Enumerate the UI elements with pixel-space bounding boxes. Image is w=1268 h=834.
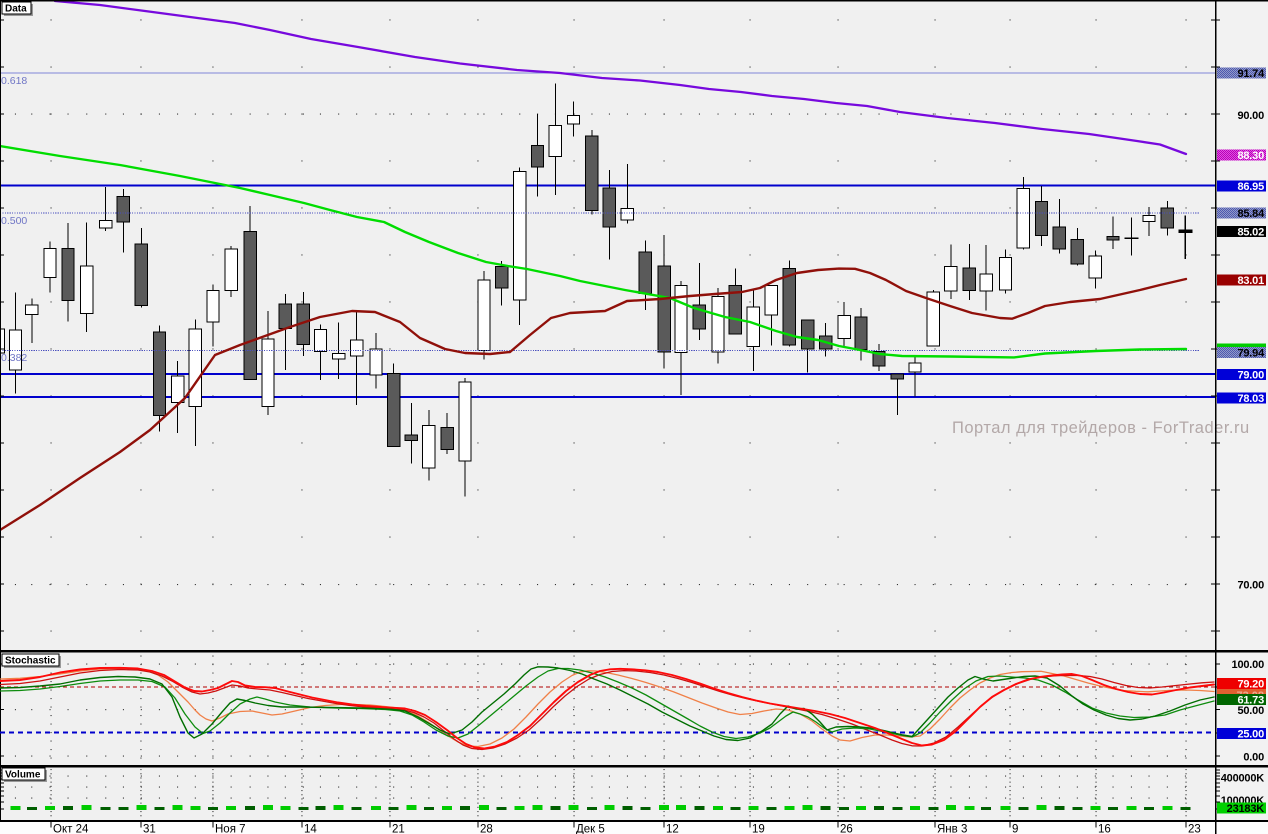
svg-text:Stochastic: Stochastic	[5, 656, 56, 667]
svg-text:50.00: 50.00	[1237, 705, 1264, 717]
svg-text:79.94: 79.94	[1237, 348, 1265, 360]
svg-text:14: 14	[304, 824, 317, 834]
svg-text:400000K: 400000K	[1221, 773, 1265, 785]
svg-text:70.00: 70.00	[1237, 580, 1264, 592]
svg-text:0.382: 0.382	[1, 352, 27, 364]
svg-text:0.00: 0.00	[1243, 752, 1264, 764]
svg-text:Volume: Volume	[5, 770, 41, 781]
svg-text:88.30: 88.30	[1237, 150, 1264, 162]
svg-text:61.73: 61.73	[1237, 695, 1264, 707]
svg-text:86.95: 86.95	[1237, 181, 1264, 193]
svg-text:0.500: 0.500	[1, 215, 27, 227]
svg-text:85.02: 85.02	[1237, 227, 1264, 239]
svg-text:21: 21	[392, 824, 405, 834]
svg-text:Ноя 7: Ноя 7	[215, 824, 246, 834]
svg-text:26: 26	[840, 824, 853, 834]
svg-text:9: 9	[1012, 824, 1018, 834]
svg-text:Data: Data	[5, 4, 27, 15]
svg-text:Окт 24: Окт 24	[53, 824, 89, 834]
svg-text:16: 16	[1098, 824, 1111, 834]
svg-text:100.00: 100.00	[1232, 659, 1265, 671]
svg-text:91.74: 91.74	[1237, 68, 1265, 80]
svg-text:90.00: 90.00	[1237, 110, 1264, 122]
svg-text:12: 12	[666, 824, 679, 834]
svg-text:78.03: 78.03	[1237, 393, 1264, 405]
svg-text:25.00: 25.00	[1237, 729, 1264, 741]
svg-text:28: 28	[480, 824, 493, 834]
svg-text:23183K: 23183K	[1227, 803, 1265, 815]
svg-text:Янв 3: Янв 3	[937, 824, 967, 834]
svg-text:31: 31	[143, 824, 156, 834]
svg-text:85.84: 85.84	[1237, 208, 1265, 220]
svg-text:79.20: 79.20	[1237, 679, 1264, 691]
svg-text:19: 19	[752, 824, 765, 834]
svg-text:Портал для трейдеров - ForTrad: Портал для трейдеров - ForTrader.ru	[952, 419, 1250, 437]
svg-text:0.618: 0.618	[1, 75, 27, 87]
svg-text:Дек 5: Дек 5	[576, 824, 605, 834]
svg-text:23: 23	[1188, 824, 1201, 834]
svg-text:79.00: 79.00	[1237, 370, 1264, 382]
svg-text:83.01: 83.01	[1237, 275, 1264, 287]
